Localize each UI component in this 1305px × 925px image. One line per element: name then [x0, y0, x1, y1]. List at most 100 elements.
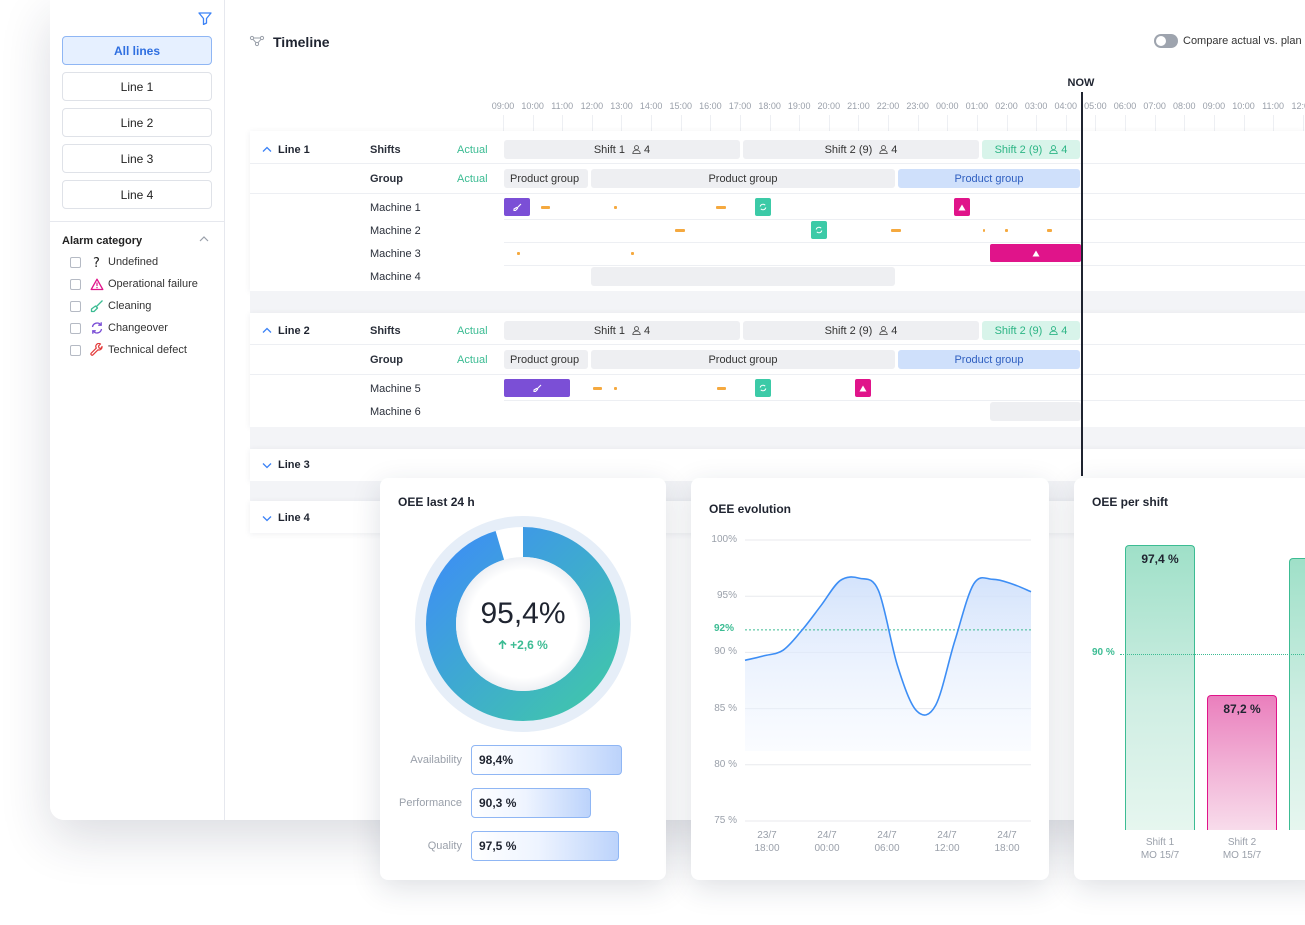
- shift-people: 4: [891, 143, 898, 156]
- group-segment[interactable]: Product group: [504, 169, 588, 188]
- shift-segment[interactable]: Shift 2 (9) 4: [743, 140, 979, 159]
- line-filter-3[interactable]: Line 3: [62, 144, 212, 173]
- operational-failure-event[interactable]: [855, 379, 871, 397]
- group-segment-current[interactable]: Product group: [898, 169, 1080, 188]
- quality-label: Quality: [427, 840, 462, 852]
- person-icon: [632, 145, 641, 154]
- alarm-item-changeover[interactable]: Changeover: [70, 320, 168, 336]
- filter-icon[interactable]: [198, 11, 212, 25]
- hour-label: 21:00: [847, 101, 870, 111]
- chevron-down-icon[interactable]: [261, 461, 273, 470]
- minor-stop-event[interactable]: [517, 252, 520, 255]
- x-tick-label: Shift 1 MO 15/7: [1140, 837, 1180, 861]
- operational-failure-event[interactable]: [990, 244, 1081, 262]
- shift-segment[interactable]: Shift 2 (9) 4: [743, 321, 979, 340]
- shift-segment[interactable]: Shift 1 4: [504, 140, 740, 159]
- line-filter-2[interactable]: Line 2: [62, 108, 212, 137]
- checkbox[interactable]: [70, 278, 81, 290]
- minor-stop-event[interactable]: [614, 206, 617, 209]
- shift-name: Shift 2 (9): [824, 324, 873, 337]
- minor-stop-event[interactable]: [541, 206, 550, 209]
- line-filter-4[interactable]: Line 4: [62, 180, 212, 209]
- changeover-event[interactable]: [755, 198, 771, 216]
- availability-label: Availability: [410, 754, 462, 766]
- oee-per-shift-card: OEE per shift 90 % 97,4 % Shift 1 MO 15/7 8…: [1074, 478, 1305, 880]
- group-segment[interactable]: Product group: [504, 350, 588, 369]
- wrench-icon: [90, 343, 104, 357]
- chevron-up-icon[interactable]: [261, 145, 273, 154]
- group-segment[interactable]: Product group: [591, 169, 895, 188]
- operational-failure-event[interactable]: [954, 198, 970, 216]
- oee-donut: 95,4% +2,6 %: [414, 515, 632, 733]
- alarm-item-operational-failure[interactable]: Operational failure: [70, 276, 198, 292]
- sidebar-divider: [50, 221, 225, 222]
- machine-label: Machine 3: [370, 248, 421, 260]
- checkbox[interactable]: [70, 322, 81, 334]
- changeover-event[interactable]: [811, 221, 827, 239]
- alarm-item-undefined[interactable]: ? Undefined: [70, 254, 158, 270]
- minor-stop-event[interactable]: [631, 252, 634, 255]
- changeover-event[interactable]: [755, 379, 771, 397]
- brush-icon: [90, 299, 104, 313]
- warning-icon: [859, 385, 867, 391]
- row-divider: [504, 265, 1305, 266]
- line-1-title[interactable]: Line 1: [278, 144, 310, 156]
- minor-stop-event[interactable]: [716, 206, 726, 209]
- minor-stop-event[interactable]: [593, 387, 602, 390]
- checkbox[interactable]: [70, 256, 81, 268]
- line-filter-1[interactable]: Line 1: [62, 72, 212, 101]
- alarm-item-technical-defect[interactable]: Technical defect: [70, 342, 187, 358]
- group-segment[interactable]: Product group: [591, 350, 895, 369]
- actual-label: Actual: [457, 173, 488, 185]
- hour-label: 10:00: [1232, 101, 1255, 111]
- hour-label: 03:00: [1024, 101, 1048, 111]
- line-2-title[interactable]: Line 2: [278, 325, 310, 337]
- hour-label: 19:00: [787, 101, 811, 111]
- line-filter-all[interactable]: All lines: [62, 36, 212, 65]
- minor-stop-event[interactable]: [717, 387, 726, 390]
- shift-people: 4: [891, 324, 898, 337]
- line-3-title[interactable]: Line 3: [278, 459, 310, 471]
- chevron-down-icon[interactable]: [261, 514, 273, 523]
- line-4-title[interactable]: Line 4: [278, 512, 310, 524]
- shift-bar[interactable]: [1207, 694, 1277, 830]
- target-label: 92%: [714, 622, 735, 634]
- shift-segment-current[interactable]: Shift 2 (9) 4: [982, 321, 1080, 340]
- hour-label: 17:00: [728, 101, 752, 111]
- hour-label: 13:00: [610, 101, 633, 111]
- minor-stop-event[interactable]: [1005, 229, 1008, 232]
- actual-label: Actual: [457, 144, 488, 156]
- chevron-up-icon[interactable]: [261, 326, 273, 335]
- minor-stop-event[interactable]: [614, 387, 617, 390]
- shift-segment-current[interactable]: Shift 2 (9) 4: [982, 140, 1080, 159]
- shift-bar[interactable]: [1289, 558, 1305, 830]
- cleaning-event[interactable]: [504, 379, 570, 397]
- chevron-up-icon[interactable]: [198, 234, 210, 244]
- alarm-item-cleaning[interactable]: Cleaning: [70, 298, 151, 314]
- y-tick-label: 80 %: [714, 758, 737, 770]
- hour-label: 11:00: [1262, 101, 1285, 111]
- compare-toggle[interactable]: [1154, 34, 1178, 48]
- page-title: Timeline: [273, 34, 330, 50]
- alarm-category-title: Alarm category: [62, 235, 143, 247]
- downtime-event[interactable]: [990, 402, 1081, 421]
- checkbox[interactable]: [70, 300, 81, 312]
- arrow-up-icon: [498, 639, 507, 649]
- minor-stop-event[interactable]: [891, 229, 901, 232]
- shift-segment[interactable]: Shift 1 4: [504, 321, 740, 340]
- shift-bar[interactable]: [1125, 544, 1195, 830]
- y-tick-label: 95%: [716, 590, 737, 602]
- line-3-panel[interactable]: Line 3: [250, 449, 1305, 481]
- group-segment-current[interactable]: Product group: [898, 350, 1080, 369]
- series-line: [744, 576, 1032, 716]
- cleaning-event[interactable]: [504, 198, 530, 216]
- refresh-icon: [759, 384, 767, 392]
- hour-label: 20:00: [817, 101, 841, 111]
- minor-stop-event[interactable]: [675, 229, 685, 232]
- minor-stop-event[interactable]: [983, 229, 985, 232]
- minor-stop-event[interactable]: [1047, 229, 1052, 232]
- checkbox[interactable]: [70, 344, 81, 356]
- hour-label: 06:00: [1113, 101, 1137, 111]
- downtime-event[interactable]: [591, 267, 895, 286]
- hour-label: 16:00: [699, 101, 722, 111]
